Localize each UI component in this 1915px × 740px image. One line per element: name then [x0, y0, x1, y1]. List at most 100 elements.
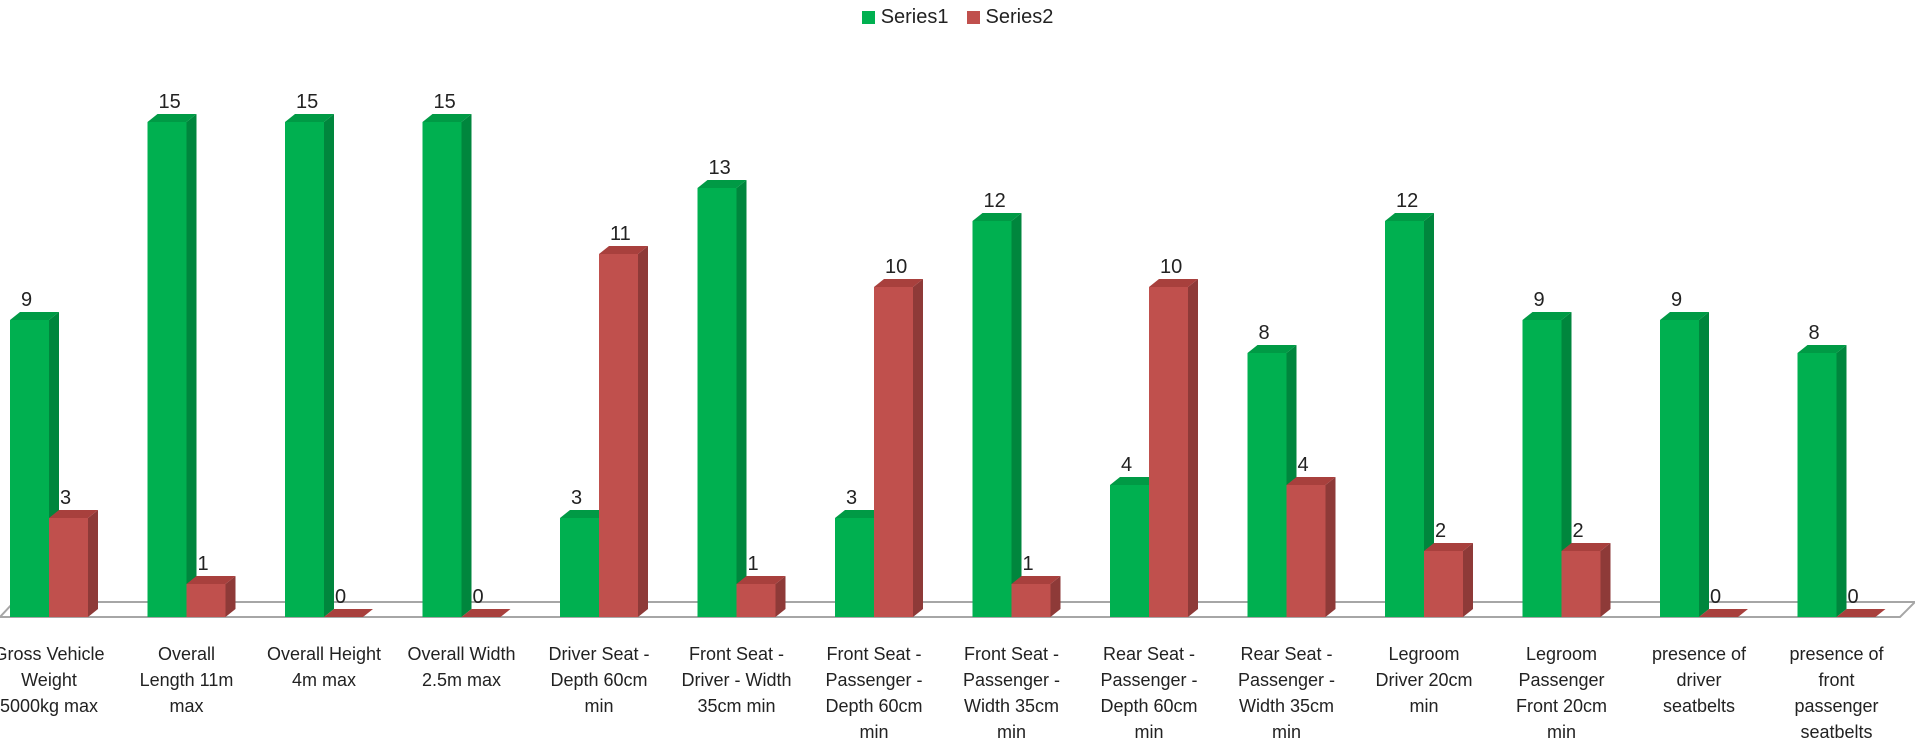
bar-front-series2-8	[1149, 287, 1188, 617]
legend-swatch-series2	[966, 10, 980, 24]
bar-front-series1-8	[1110, 485, 1149, 617]
bar-series2-5	[736, 576, 786, 617]
bar-top-series1-13	[1797, 345, 1847, 353]
bar-side-series2-6	[913, 279, 923, 617]
data-label-series2-1: 1	[198, 553, 209, 575]
category-label-4: Driver Seat -Depth 60cm min	[548, 644, 649, 716]
legend-label-series1: Series1	[880, 5, 949, 28]
bar-top-series2-6	[874, 279, 923, 287]
bar-front-series1-12	[1660, 320, 1699, 617]
bar-front-series2-7	[1011, 584, 1051, 617]
bar-side-series1-10	[1424, 213, 1434, 617]
data-label-series2-5: 1	[748, 553, 759, 575]
bar-series2-4	[599, 246, 648, 617]
data-label-series2-8: 10	[1160, 256, 1182, 278]
bar-top-series2-11	[1561, 543, 1611, 551]
bar-top-series2-2	[324, 609, 373, 617]
bar-top-series1-0	[10, 312, 59, 320]
legend-item-series2: Series2	[966, 5, 1054, 29]
bar-front-series2-6	[874, 287, 913, 617]
data-label-series1-3: 15	[434, 91, 456, 113]
bar-series2-10	[1424, 543, 1473, 617]
category-label-5: Front Seat -Driver - Width 35cm min	[681, 644, 791, 716]
bar-top-series1-8	[1110, 477, 1159, 485]
category-label-10: Legroom Driver 20cm min	[1375, 644, 1472, 716]
bar-series2-0	[49, 510, 98, 617]
bar-front-series1-9	[1247, 353, 1287, 617]
bar-front-series1-6	[835, 518, 874, 617]
data-label-series1-8: 4	[1121, 454, 1132, 476]
bar-side-series2-4	[638, 246, 648, 617]
data-label-series2-12: 0	[1710, 586, 1721, 608]
bar-front-series1-5	[697, 188, 737, 617]
bar-top-series1-7	[972, 213, 1022, 221]
category-label-12: presence of driver seatbelts	[1652, 644, 1747, 716]
data-label-series2-7: 1	[1023, 553, 1034, 575]
bar-front-series1-0	[10, 320, 49, 617]
bar-series1-2	[285, 114, 334, 617]
bar-front-series2-10	[1424, 551, 1463, 617]
data-label-series1-7: 12	[984, 190, 1006, 212]
bar-series2-12	[1699, 609, 1748, 617]
data-label-series1-2: 15	[296, 91, 318, 113]
data-label-series1-9: 8	[1259, 322, 1270, 344]
bar-side-series2-8	[1188, 279, 1198, 617]
bar-series2-2	[324, 609, 373, 617]
data-label-series1-0: 9	[21, 289, 32, 311]
category-label-7: Front Seat -Passenger -Width 35cm min	[963, 644, 1060, 740]
bar-front-series2-11	[1561, 551, 1601, 617]
bar-side-series2-9	[1325, 477, 1336, 617]
bar-top-series1-12	[1660, 312, 1709, 320]
category-label-6: Front Seat -Passenger -Depth 60cm min	[825, 644, 922, 740]
bar-front-series2-1	[186, 584, 226, 617]
category-label-9: Rear Seat -Passenger -Width 35cm min	[1238, 644, 1335, 740]
bar-top-series1-4	[560, 510, 609, 518]
legend-label-series2: Series2	[985, 5, 1054, 28]
bar-top-series1-6	[835, 510, 884, 518]
data-label-series1-5: 13	[709, 157, 731, 179]
bar-side-series1-5	[736, 180, 747, 617]
data-label-series1-12: 9	[1671, 289, 1682, 311]
bar-top-series2-7	[1011, 576, 1061, 584]
data-label-series1-6: 3	[846, 487, 857, 509]
bar-top-series1-9	[1247, 345, 1297, 353]
bar-top-series1-1	[147, 114, 197, 122]
category-label-2: Overall Height 4m max	[267, 644, 381, 690]
bar-series2-11	[1561, 543, 1611, 617]
data-label-series1-13: 8	[1809, 322, 1820, 344]
bar-series1-1	[147, 114, 197, 617]
bar-front-series1-3	[422, 122, 462, 617]
bar-front-series1-1	[147, 122, 187, 617]
bar-top-series2-10	[1424, 543, 1473, 551]
bar-side-series1-1	[186, 114, 197, 617]
bar-top-series2-13	[1836, 609, 1886, 617]
legend-item-series1: Series1	[861, 5, 949, 29]
bar-top-series2-12	[1699, 609, 1748, 617]
bar-side-series1-11	[1561, 312, 1572, 617]
bar-series1-6	[835, 510, 884, 617]
bar-top-series1-5	[697, 180, 747, 188]
data-label-series2-10: 2	[1435, 520, 1446, 542]
data-label-series2-6: 10	[885, 256, 907, 278]
bar-side-series1-12	[1699, 312, 1709, 617]
bar-top-series2-8	[1149, 279, 1198, 287]
bar-front-series2-9	[1286, 485, 1326, 617]
data-label-series2-3: 0	[473, 586, 484, 608]
bar-series1-5	[697, 180, 747, 617]
bar-side-series1-3	[461, 114, 472, 617]
data-label-series2-2: 0	[335, 586, 346, 608]
bar-side-series1-7	[1011, 213, 1022, 617]
data-label-series2-4: 11	[610, 223, 631, 245]
bar-front-series2-5	[736, 584, 776, 617]
bar-side-series2-7	[1050, 576, 1061, 617]
bar-series1-10	[1385, 213, 1434, 617]
bar-top-series2-4	[599, 246, 648, 254]
bar-front-series1-2	[285, 122, 324, 617]
bar-top-series2-9	[1286, 477, 1336, 485]
bar-series1-12	[1660, 312, 1709, 617]
bar-series2-8	[1149, 279, 1198, 617]
data-label-series1-1: 15	[159, 91, 181, 113]
bar-series2-9	[1286, 477, 1336, 617]
data-label-series1-10: 12	[1396, 190, 1418, 212]
